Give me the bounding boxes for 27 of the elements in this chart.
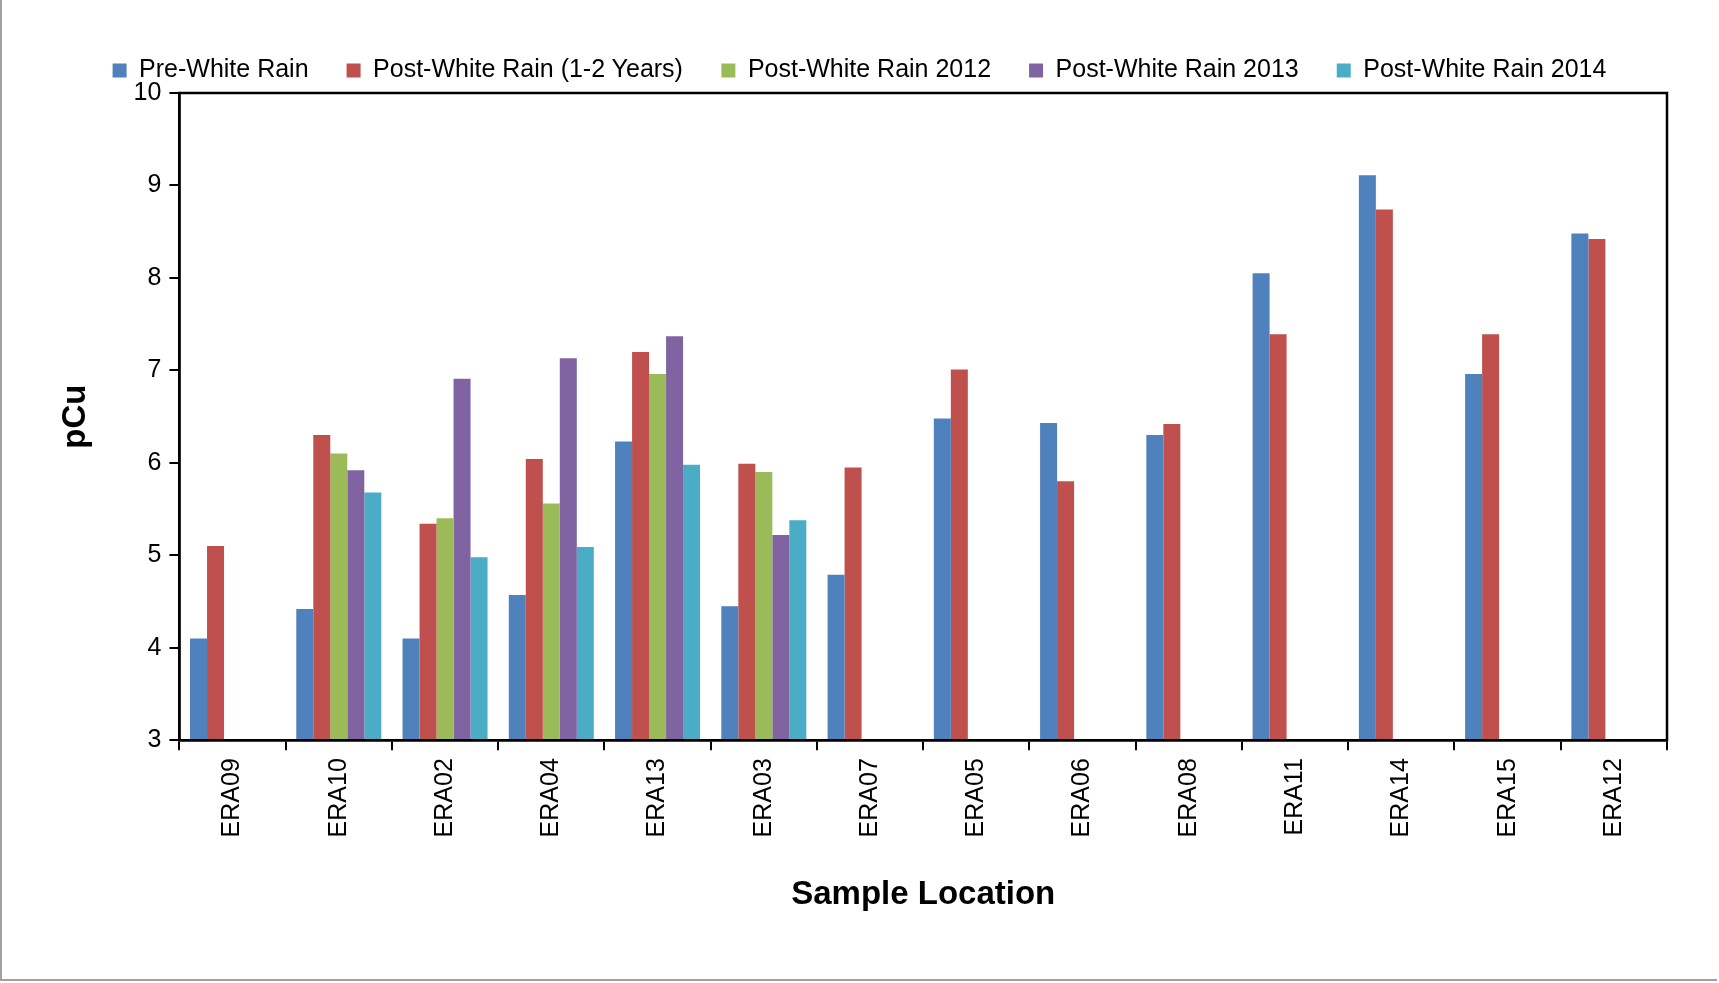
x-tick-label: ERA13	[641, 758, 670, 838]
y-tick-label: 4	[147, 631, 162, 660]
legend-label: Post-White Rain 2013	[1055, 54, 1299, 83]
y-tick-label: 7	[147, 354, 162, 383]
x-tick-label: ERA12	[1597, 758, 1626, 838]
x-tick-label: ERA04	[535, 758, 564, 838]
y-tick-label: 5	[147, 539, 162, 568]
x-tick-label: ERA05	[960, 758, 989, 838]
x-tick-label: ERA08	[1172, 758, 1201, 838]
x-tick-label: ERA07	[853, 758, 882, 838]
legend-label: Post-White Rain 2012	[747, 54, 992, 83]
y-tick-label: 9	[147, 169, 162, 198]
y-axis-title: pCu	[54, 384, 92, 449]
y-tick-label: 8	[147, 261, 162, 290]
x-axis-title: Sample Location	[791, 874, 1056, 912]
x-tick-label: ERA06	[1066, 758, 1095, 838]
legend-label: Post-White Rain 2014	[1363, 54, 1607, 83]
x-tick-label: ERA10	[322, 758, 351, 838]
x-tick-label: ERA15	[1491, 758, 1520, 838]
y-tick-label: 6	[147, 446, 162, 475]
y-tick-label: 3	[147, 724, 162, 753]
x-tick-label: ERA14	[1385, 758, 1414, 838]
x-tick-label: ERA09	[216, 758, 245, 838]
x-tick-label: ERA11	[1278, 758, 1307, 836]
x-tick-label: ERA03	[747, 758, 776, 838]
x-tick-label: ERA02	[428, 758, 457, 838]
legend-label: Post-White Rain (1-2 Years)	[373, 54, 683, 83]
